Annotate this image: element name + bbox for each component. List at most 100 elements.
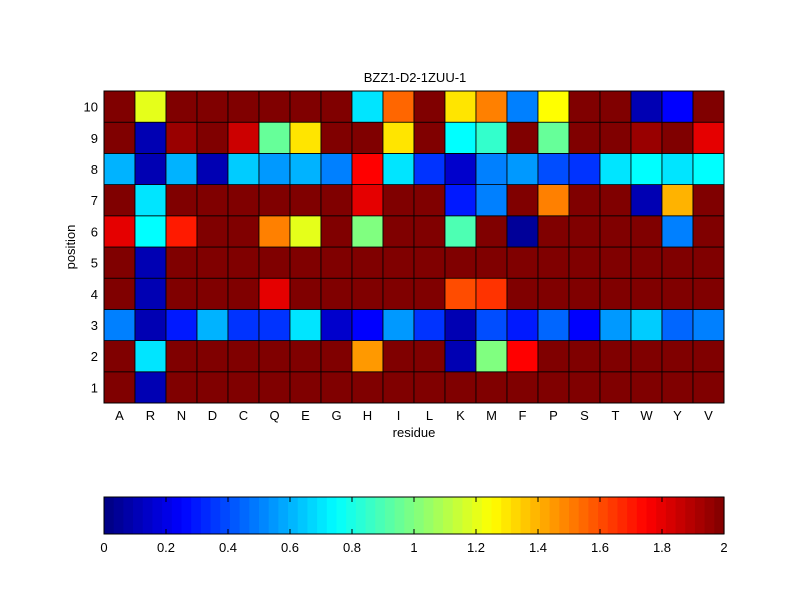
- heatmap-cell-W-1: [630, 371, 663, 404]
- heatmap-cell-Q-4: [258, 277, 291, 310]
- heatmap-cell-M-9: [475, 121, 508, 154]
- heatmap-cell-L-2: [413, 340, 446, 373]
- colorbar-swatch: [443, 497, 454, 534]
- colorbar-swatch: [569, 497, 580, 534]
- heatmap-cell-C-5: [227, 246, 260, 279]
- x-tick-label: H: [363, 408, 372, 423]
- heatmap-cell-G-9: [320, 121, 353, 154]
- heatmap-cell-V-9: [692, 121, 725, 154]
- colorbar-swatch: [229, 497, 241, 534]
- heatmap-cell-Q-1: [258, 371, 291, 404]
- heatmap-cell-W-5: [630, 246, 663, 279]
- colorbar-swatch: [520, 497, 531, 534]
- heatmap-cell-M-1: [475, 371, 508, 404]
- colorbar-swatch: [355, 497, 367, 534]
- heatmap-cell-L-10: [413, 90, 446, 123]
- heatmap-cell-N-10: [165, 90, 198, 123]
- y-tick-label: 8: [91, 162, 98, 177]
- heatmap-cell-S-5: [568, 246, 601, 279]
- heatmap-cell-D-8: [196, 152, 229, 185]
- heatmap-cell-G-1: [320, 371, 353, 404]
- heatmap-cell-M-4: [475, 277, 508, 310]
- heatmap-cell-V-1: [692, 371, 725, 404]
- heatmap-cell-T-6: [599, 215, 632, 248]
- heatmap-cell-M-2: [475, 340, 508, 373]
- heatmap-cell-L-1: [413, 371, 446, 404]
- colorbar-swatch: [549, 497, 560, 534]
- heatmap-cell-M-8: [475, 152, 508, 185]
- heatmap-cell-H-2: [351, 340, 384, 373]
- heatmap-cell-I-1: [382, 371, 415, 404]
- heatmap-cell-G-8: [320, 152, 353, 185]
- heatmap-cell-L-4: [413, 277, 446, 310]
- colorbar-swatch: [617, 497, 628, 534]
- heatmap-cell-R-5: [134, 246, 167, 279]
- heatmap-cell-D-1: [196, 371, 229, 404]
- heatmap-cell-R-9: [134, 121, 167, 154]
- heatmap-cell-F-9: [506, 121, 539, 154]
- heatmap-cell-S-3: [568, 308, 601, 341]
- chart-title: BZZ1-D2-1ZUU-1: [364, 70, 467, 85]
- heatmap-cell-E-2: [289, 340, 322, 373]
- colorbar-swatch: [539, 497, 551, 534]
- heatmap-cell-S-4: [568, 277, 601, 310]
- x-tick-label: E: [301, 408, 310, 423]
- heatmap-cell-V-5: [692, 246, 725, 279]
- heatmap-cell-H-5: [351, 246, 384, 279]
- heatmap-cell-A-2: [103, 340, 136, 373]
- colorbar-swatch: [481, 497, 493, 534]
- heatmap-cell-Y-2: [661, 340, 694, 373]
- colorbar-swatch: [297, 497, 309, 534]
- heatmap-cell-E-9: [289, 121, 322, 154]
- heatmap-cell-E-7: [289, 184, 322, 217]
- heatmap-cell-L-7: [413, 184, 446, 217]
- colorbar-tick-label: 1: [410, 540, 417, 555]
- heatmap-cell-G-10: [320, 90, 353, 123]
- heatmap-cell-H-1: [351, 371, 384, 404]
- heatmap-cell-D-9: [196, 121, 229, 154]
- colorbar-swatch: [259, 497, 270, 534]
- colorbar-tick-label: 1.4: [529, 540, 547, 555]
- colorbar-swatch: [113, 497, 124, 534]
- heatmap-cell-V-8: [692, 152, 725, 185]
- heatmap-cell-P-8: [537, 152, 570, 185]
- heatmap-cell-D-10: [196, 90, 229, 123]
- heatmap-cell-C-9: [227, 121, 260, 154]
- y-tick-labels: 1 2 3 4 5 6 7 8 9 10: [84, 100, 98, 396]
- heatmap-cell-M-6: [475, 215, 508, 248]
- heatmap-cell-I-6: [382, 215, 415, 248]
- colorbar-swatch: [685, 497, 696, 534]
- heatmap-cell-F-4: [506, 277, 539, 310]
- heatmap-cell-S-10: [568, 90, 601, 123]
- heatmap-cell-E-1: [289, 371, 322, 404]
- heatmap-cell-Q-6: [258, 215, 291, 248]
- heatmap-cell-A-10: [103, 90, 136, 123]
- heatmap-cell-V-4: [692, 277, 725, 310]
- colorbar-tick-label: 0.4: [219, 540, 237, 555]
- colorbar-swatch: [210, 497, 221, 534]
- heatmap-cell-R-1: [134, 371, 167, 404]
- x-axis-label: residue: [393, 425, 436, 440]
- heatmap-cell-T-7: [599, 184, 632, 217]
- heatmap-cell-C-3: [227, 308, 260, 341]
- heatmap-cell-K-3: [444, 308, 477, 341]
- colorbar-tick-label: 0.2: [157, 540, 175, 555]
- colorbar-swatch: [636, 497, 648, 534]
- heatmap-cell-A-7: [103, 184, 136, 217]
- heatmap-cell-M-10: [475, 90, 508, 123]
- heatmap-cell-S-7: [568, 184, 601, 217]
- heatmap-cell-Y-1: [661, 371, 694, 404]
- heatmap-cell-C-8: [227, 152, 260, 185]
- heatmap-cell-V-2: [692, 340, 725, 373]
- colorbar-tick-labels: 0 0.2 0.4 0.6 0.8 1 1.2 1.4 1.6 1.8 2: [100, 497, 728, 555]
- heatmap-cell-Q-8: [258, 152, 291, 185]
- heatmap-cell-F-2: [506, 340, 539, 373]
- colorbar-tick-label: 0: [100, 540, 107, 555]
- heatmap-cell-I-4: [382, 277, 415, 310]
- heatmap-cell-E-3: [289, 308, 322, 341]
- heatmap-cell-Y-5: [661, 246, 694, 279]
- x-tick-label: K: [456, 408, 465, 423]
- heatmap-cell-P-1: [537, 371, 570, 404]
- colorbar-tick-label: 1.8: [653, 540, 671, 555]
- heatmap-cell-T-9: [599, 121, 632, 154]
